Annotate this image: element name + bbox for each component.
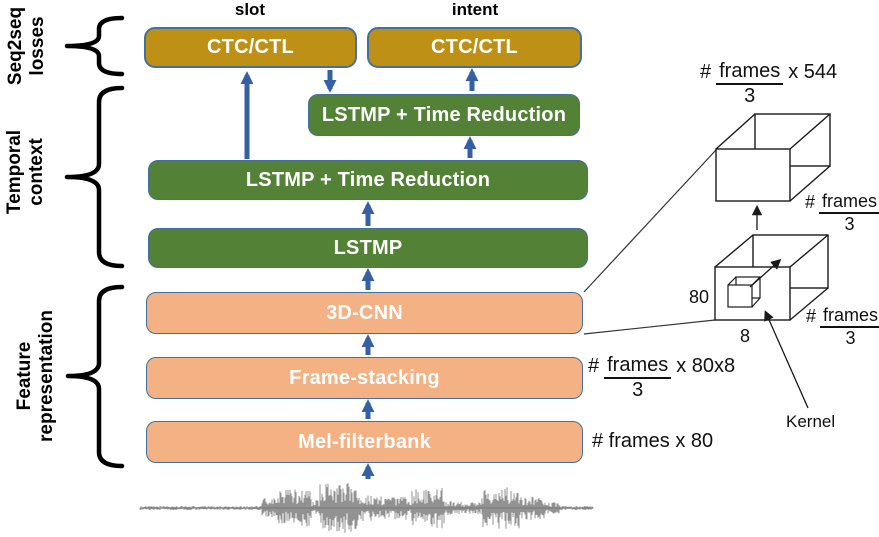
column-label-slot: slot: [234, 0, 266, 19]
box-lstmp: LSTMP: [148, 228, 588, 268]
box-lstmp-time-reduction-lower: LSTMP + Time Reduction: [148, 160, 588, 200]
label-frames-over-3-lower-cuboid: # frames 3: [806, 306, 879, 348]
group-label-feature-representation: Feature representation: [14, 310, 57, 442]
label-frames-over-3-x-80x8: # frames 3 x 80x8: [588, 354, 736, 401]
connector-cnn-to-upper-cuboid: [583, 149, 717, 293]
box-3d-cnn: 3D-CNN: [146, 292, 583, 334]
waveform: [139, 483, 594, 533]
label-kernel: Kernel: [786, 412, 836, 431]
upper-tensor-cuboid: [715, 113, 831, 202]
label-frames-over-3-x-544: # frames 3 x 544: [700, 60, 838, 107]
label-frames-over-3-upper-cuboid: # frames 3: [805, 192, 879, 234]
label-dim-80: 80: [689, 287, 710, 307]
box-ctc-ctl-slot: CTC/CTL: [144, 27, 357, 68]
label-dim-8: 8: [740, 326, 751, 346]
kernel-pointer-arrow: [764, 310, 809, 409]
group-label-seq2seq-losses: Seq2seq losses: [5, 6, 48, 86]
box-ctc-ctl-intent: CTC/CTL: [367, 27, 582, 68]
connector-cnn-to-lower-cuboid: [583, 319, 716, 335]
brace-feature-representation: [65, 284, 125, 469]
brace-temporal-context: [64, 85, 125, 269]
kernel-cube: [727, 276, 761, 308]
kernel-stride-arrow: [749, 258, 782, 288]
box-lstmp-time-reduction-upper: LSTMP + Time Reduction: [308, 94, 580, 136]
group-label-temporal-context: Temporal context: [4, 129, 47, 215]
label-frames-x-80: # frames x 80: [592, 430, 714, 452]
box-frame-stacking: Frame-stacking: [146, 357, 583, 399]
box-mel-filterbank: Mel-filterbank: [146, 421, 583, 463]
brace-seq2seq-losses: [64, 15, 125, 77]
column-label-intent: intent: [451, 0, 499, 19]
